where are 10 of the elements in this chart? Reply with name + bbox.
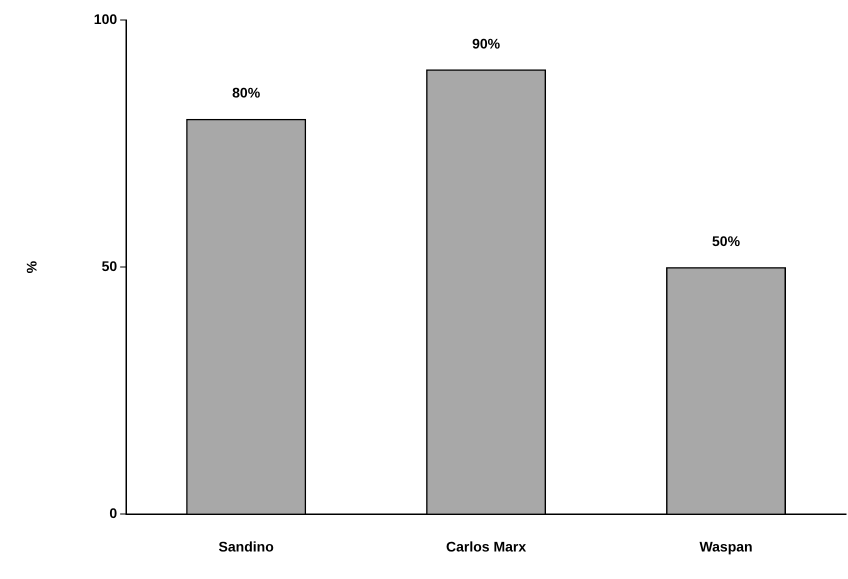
x-tick-label: Carlos Marx [446, 538, 526, 554]
y-tick-label: 50 [102, 258, 118, 274]
y-tick-label: 0 [109, 505, 118, 522]
x-tick-label: Sandino [218, 538, 274, 554]
x-tick-label: Waspan [699, 538, 753, 554]
data-label: 50% [712, 232, 741, 249]
y-axis-title: % [23, 260, 40, 274]
y-tick-label: 100 [94, 10, 118, 27]
data-label: 90% [472, 35, 501, 52]
data-label: 80% [232, 84, 261, 101]
